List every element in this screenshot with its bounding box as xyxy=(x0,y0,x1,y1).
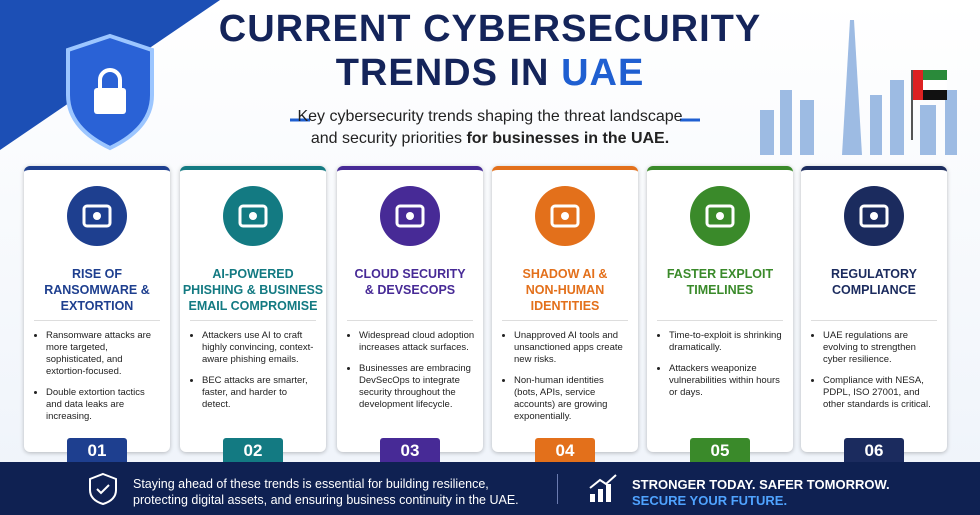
card-title-line: EMAIL COMPROMISE xyxy=(188,299,318,313)
card-title-line: RANSOMWARE & xyxy=(44,283,150,297)
card-icon xyxy=(223,186,283,246)
card-icon xyxy=(535,186,595,246)
bullet: Compliance with NESA, PDPL, ISO 27001, a… xyxy=(823,375,939,411)
bullet: UAE regulations are evolving to strength… xyxy=(823,330,939,366)
bullet-list: Widespread cloud adoption increases atta… xyxy=(345,330,475,420)
card: SHADOW AI & NON-HUMAN IDENTITIES Unapproved… xyxy=(492,166,638,464)
title-highlight: UAE xyxy=(561,52,645,94)
subtitle-text: Key cybersecurity trends shaping the thr… xyxy=(297,108,683,125)
card: REGULATORY COMPLIANCE UAE regulations are … xyxy=(801,166,947,464)
bullet: BEC attacks are smarter, faster, and har… xyxy=(202,375,318,411)
bullet: Double extortion tactics and data leaks … xyxy=(46,387,162,423)
icon-glyph xyxy=(859,204,889,228)
card-title: REGULATORY COMPLIANCE xyxy=(801,266,947,298)
footer-text: Staying ahead of these trends is essenti… xyxy=(133,477,519,507)
separator xyxy=(34,320,160,321)
card-title: SHADOW AI & NON-HUMAN IDENTITIES xyxy=(492,266,638,314)
bullet: Businesses are embracing DevSecOps to in… xyxy=(359,363,475,411)
card-icon xyxy=(380,186,440,246)
card: CLOUD SECURITY & DEVSECOPS Widespread clou… xyxy=(337,166,483,464)
card-title-line: CLOUD SECURITY xyxy=(354,267,466,281)
card-title-line: PHISHING & BUSINESS xyxy=(182,283,324,297)
card-title: RISE OF RANSOMWARE & EXTORTION xyxy=(24,266,170,314)
growth-icon xyxy=(589,474,617,502)
bullet-list: Ransomware attacks are more targeted, so… xyxy=(32,330,162,432)
subtitle: Key cybersecurity trends shaping the thr… xyxy=(0,106,980,150)
footer xyxy=(0,462,980,515)
card-number: 01 xyxy=(67,438,127,464)
bullet-list: UAE regulations are evolving to strength… xyxy=(809,330,939,420)
card-title-line: FASTER EXPLOIT xyxy=(666,267,774,281)
separator xyxy=(657,320,783,321)
bullet: Non-human identities (bots, APIs, servic… xyxy=(514,375,630,423)
card-title-line: & DEVSECOPS xyxy=(364,283,456,297)
bullet: Time-to-exploit is shrinking dramaticall… xyxy=(669,330,785,354)
separator xyxy=(811,320,937,321)
card-number: 02 xyxy=(223,438,283,464)
bullet: Attackers weaponize vulnerabilities with… xyxy=(669,363,785,399)
shield-icon xyxy=(89,472,117,506)
title-text: TRENDS IN xyxy=(335,52,550,94)
card-title-line: NON-HUMAN xyxy=(525,283,605,297)
card: FASTER EXPLOIT TIMELINES Time-to-exploit i… xyxy=(647,166,793,464)
icon-glyph xyxy=(238,204,268,228)
card-icon xyxy=(690,186,750,246)
bullet: Unapproved AI tools and unsanctioned app… xyxy=(514,330,630,366)
icon-glyph xyxy=(395,204,425,228)
separator xyxy=(502,320,628,321)
icon-glyph xyxy=(705,204,735,228)
icon-glyph xyxy=(550,204,580,228)
subtitle-text: and security priorities xyxy=(310,130,462,147)
card-number: 06 xyxy=(844,438,904,464)
bullet-list: Unapproved AI tools and unsanctioned app… xyxy=(500,330,630,432)
card-title-line: COMPLIANCE xyxy=(831,283,917,297)
card-title: AI-POWERED PHISHING & BUSINESS EMAIL COMPR… xyxy=(180,266,326,314)
title: TRENDS IN UAE xyxy=(0,52,980,95)
card-title-line: RISE OF xyxy=(71,267,122,281)
title: CURRENT CYBERSECURITY xyxy=(218,8,762,50)
tagline: SECURE YOUR FUTURE. xyxy=(632,493,788,508)
card-title-line: EXTORTION xyxy=(60,299,134,313)
card-icon xyxy=(844,186,904,246)
tagline: STRONGER TODAY. SAFER TOMORROW. xyxy=(632,477,890,492)
card-number: 04 xyxy=(535,438,595,464)
bullet: Attackers use AI to craft highly convinc… xyxy=(202,330,318,366)
card-number: 05 xyxy=(690,438,750,464)
card: RISE OF RANSOMWARE & EXTORTION Ransomware a… xyxy=(24,166,170,464)
icon-glyph xyxy=(82,204,112,228)
card-title-line: AI-POWERED xyxy=(212,267,294,281)
card-title-line: IDENTITIES xyxy=(530,299,600,313)
card-title: FASTER EXPLOIT TIMELINES xyxy=(647,266,793,298)
card-title-line: REGULATORY xyxy=(831,267,917,281)
card-icon xyxy=(67,186,127,246)
bullet-list: Time-to-exploit is shrinking dramaticall… xyxy=(655,330,785,408)
bullet: Ransomware attacks are more targeted, so… xyxy=(46,330,162,378)
bullet: Widespread cloud adoption increases atta… xyxy=(359,330,475,354)
card-number: 03 xyxy=(380,438,440,464)
separator xyxy=(347,320,473,321)
card: AI-POWERED PHISHING & BUSINESS EMAIL COMPR… xyxy=(180,166,326,464)
subtitle-bold: for businesses in the UAE. xyxy=(466,130,670,147)
card-title-line: TIMELINES xyxy=(686,283,754,297)
bullet-list: Attackers use AI to craft highly convinc… xyxy=(188,330,318,420)
card-title-line: SHADOW AI & xyxy=(522,267,608,281)
decoration xyxy=(0,0,957,155)
separator xyxy=(190,320,316,321)
card-title: CLOUD SECURITY & DEVSECOPS xyxy=(337,266,483,298)
divider xyxy=(557,474,558,504)
